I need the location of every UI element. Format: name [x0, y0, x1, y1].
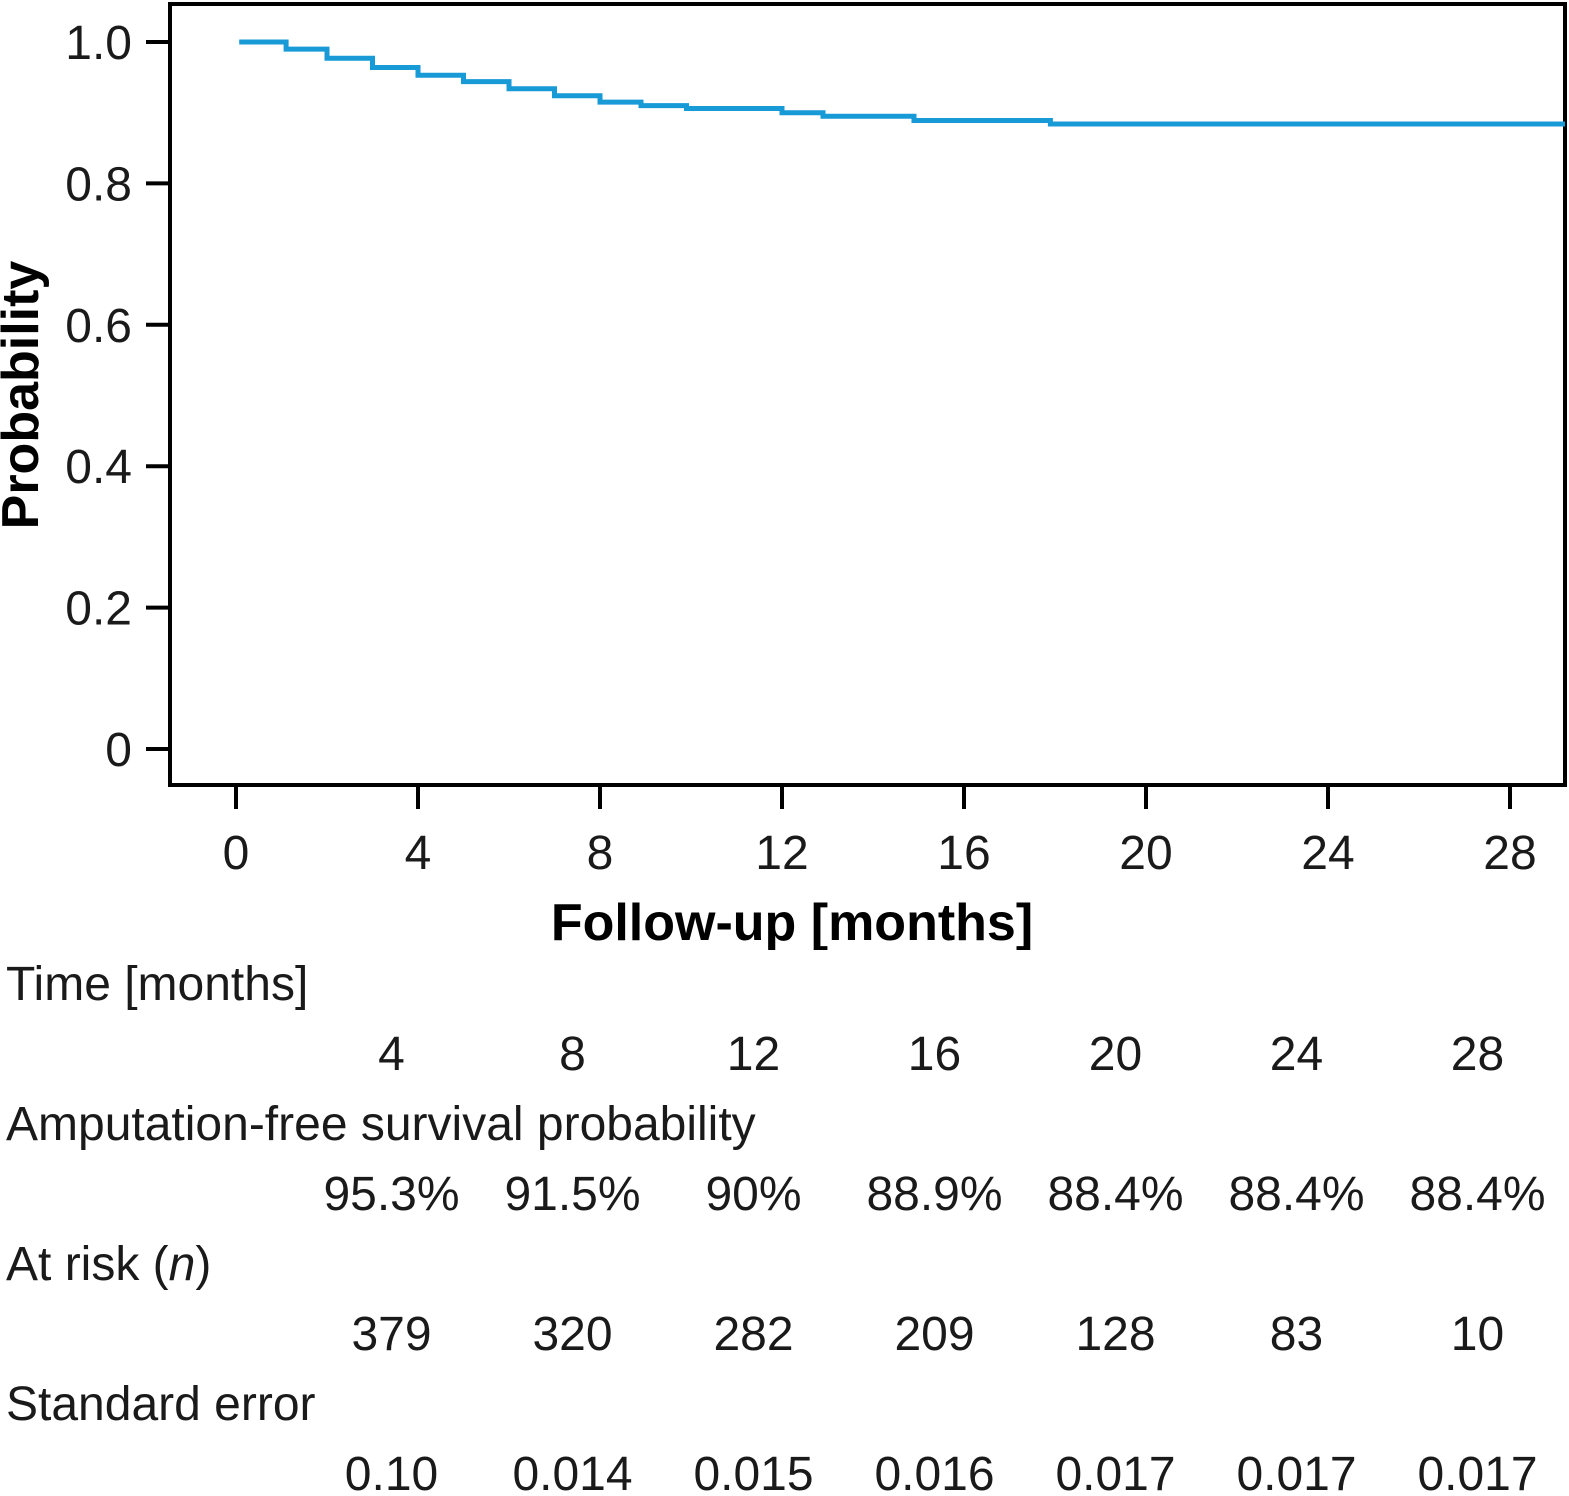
y-tick-label: 0.4 [65, 441, 132, 494]
table-value: 8 [559, 1028, 586, 1081]
x-tick-label: 8 [587, 827, 614, 880]
summary-table: Time [months] 4 8 12 16 20 24 28 Amputation-fr… [0, 950, 1569, 1496]
table-value: 20 [1088, 1028, 1143, 1081]
table-value: 12 [726, 1028, 781, 1081]
table-value: 0.017 [1055, 1448, 1176, 1496]
x-tick-label: 16 [937, 827, 990, 880]
x-tick-label: 24 [1301, 827, 1354, 880]
x-tick-label: 0 [223, 827, 250, 880]
table-value: 379 [351, 1308, 432, 1361]
table-value: 0.10 [344, 1448, 439, 1496]
table-value: 88.4% [1409, 1168, 1546, 1221]
x-tick-label: 20 [1119, 827, 1172, 880]
row-values-standard-error: 0.10 0.014 0.015 0.016 0.017 0.017 0.017 [301, 1440, 1569, 1496]
x-tick-label: 4 [405, 827, 432, 880]
y-tick-label: 1.0 [65, 17, 132, 70]
table-value: 88.4% [1047, 1168, 1184, 1221]
table-value: 16 [907, 1028, 962, 1081]
survival-chart: 0 0.2 0.4 0.6 0.8 1.0 0 4 8 12 16 20 24 28 Follow-up … [0, 2, 1567, 950]
x-tick-label: 28 [1483, 827, 1536, 880]
table-value: 0.015 [693, 1448, 814, 1496]
y-tick-label: 0.8 [65, 158, 132, 211]
table-value: 320 [532, 1308, 613, 1361]
row-values-time: 4 8 12 16 20 24 28 [301, 1020, 1569, 1090]
x-axis-title: Follow-up [months] [551, 894, 1033, 950]
table-value: 0.017 [1236, 1448, 1357, 1496]
table-value: 209 [894, 1308, 975, 1361]
table-value: 10 [1450, 1308, 1505, 1361]
table-value: 83 [1269, 1308, 1324, 1361]
y-tick-label: 0 [105, 724, 132, 777]
table-value: 4 [378, 1028, 405, 1081]
table-value: 0.016 [874, 1448, 995, 1496]
table-value: 90% [705, 1168, 802, 1221]
at-risk-label-suffix: ) [195, 1238, 212, 1291]
table-value: 24 [1269, 1028, 1324, 1081]
at-risk-label-n: n [168, 1238, 196, 1291]
row-label-at-risk: At risk (n) [0, 1230, 1569, 1300]
table-value: 128 [1075, 1308, 1156, 1361]
table-value: 0.014 [512, 1448, 633, 1496]
row-label-survival-probability: Amputation-free survival probability [6, 1098, 756, 1151]
x-tick-label: 12 [755, 827, 808, 880]
table-value: 95.3% [323, 1168, 460, 1221]
row-label-time: Time [months] [6, 958, 309, 1011]
table-value: 28 [1450, 1028, 1505, 1081]
table-value: 0.017 [1417, 1448, 1538, 1496]
survival-curve [239, 39, 1565, 127]
y-tick-label: 0.2 [65, 583, 132, 636]
row-label-standard-error: Standard error [6, 1378, 316, 1431]
row-values-at-risk: 379 320 282 209 128 83 10 [301, 1300, 1569, 1370]
table-value: 282 [713, 1308, 794, 1361]
at-risk-label-prefix: At risk ( [6, 1238, 169, 1291]
table-value: 88.4% [1228, 1168, 1365, 1221]
y-tick-label: 0.6 [65, 300, 132, 353]
plot-frame [168, 2, 1567, 787]
y-axis-title: Probability [0, 261, 50, 530]
table-value: 88.9% [866, 1168, 1003, 1221]
table-value: 91.5% [504, 1168, 641, 1221]
row-values-survival-probability: 95.3% 91.5% 90% 88.9% 88.4% 88.4% 88.4% [301, 1160, 1569, 1230]
